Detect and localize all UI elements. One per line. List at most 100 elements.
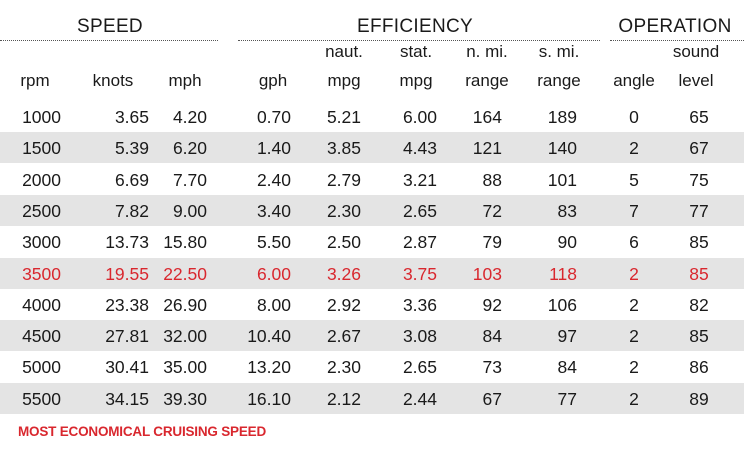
cell-stat-mpg: 3.36: [402, 294, 437, 315]
cell-mph: 35.00: [163, 357, 207, 378]
table-row: 5000 30.41 35.00 13.20 2.30 2.65 73 84 2 86: [0, 351, 744, 382]
cell-nmi-range: 73: [482, 357, 502, 378]
cell-rpm: 5500: [22, 388, 61, 409]
cell-stat-mpg: 2.87: [402, 232, 437, 253]
cell-knots: 19.55: [105, 263, 149, 284]
cell-smi-range: 189: [547, 107, 577, 127]
group-heading-efficiency: EFFICIENCY: [357, 16, 473, 37]
cell-mph: 6.20: [172, 138, 207, 159]
header-knots-line2: knots: [92, 71, 134, 90]
header-naut-mpg-line1: naut.: [325, 42, 363, 61]
cell-mph: 22.50: [163, 263, 207, 284]
cell-rpm: 5000: [22, 357, 61, 378]
cell-gph: 5.50: [256, 232, 291, 253]
cell-naut-mpg: 3.26: [326, 263, 361, 284]
header-nmi-range-line2: range: [465, 71, 509, 90]
cell-mph: 7.70: [172, 169, 207, 190]
cell-stat-mpg: 4.43: [402, 138, 437, 159]
cell-nmi-range: 121: [472, 138, 502, 159]
header-rpm-line2: rpm: [20, 71, 50, 90]
cell-rpm: 3000: [22, 232, 61, 253]
table-row: 3500 19.55 22.50 6.00 3.26 3.75 103 118 2 85: [0, 257, 744, 289]
cell-naut-mpg: 2.50: [326, 232, 361, 253]
cell-stat-mpg: 3.08: [402, 326, 437, 347]
cell-smi-range: 101: [547, 169, 577, 190]
header-mph-line2: mph: [168, 71, 202, 90]
cell-sound-level: 86: [689, 357, 709, 378]
cell-mph: 15.80: [163, 232, 207, 253]
cell-gph: 3.40: [256, 200, 291, 221]
cell-naut-mpg: 2.67: [326, 326, 361, 347]
cell-knots: 23.38: [105, 294, 149, 315]
cell-sound-level: 77: [689, 200, 709, 221]
header-gph-line2: gph: [258, 71, 288, 90]
table-row: 2000 6.69 7.70 2.40 2.79 3.21 88 101 5 75: [0, 164, 744, 195]
cell-knots: 5.39: [114, 138, 149, 159]
cell-mph: 32.00: [163, 326, 207, 347]
cell-angle: 2: [629, 388, 639, 409]
cell-smi-range: 97: [557, 326, 577, 347]
cell-gph: 8.00: [256, 294, 291, 315]
cell-rpm: 1000: [22, 107, 61, 127]
cell-nmi-range: 67: [482, 388, 502, 409]
cell-smi-range: 106: [547, 294, 577, 315]
header-sound-level-line2: level: [678, 71, 714, 90]
cell-knots: 27.81: [105, 326, 149, 347]
cell-rpm: 4500: [22, 326, 61, 347]
cell-stat-mpg: 2.44: [402, 388, 437, 409]
cell-mph: 9.00: [172, 200, 207, 221]
cell-gph: 6.00: [256, 263, 291, 284]
cell-rpm: 2500: [22, 200, 61, 221]
cell-smi-range: 83: [557, 200, 577, 221]
cell-smi-range: 77: [557, 388, 577, 409]
cell-mph: 39.30: [163, 388, 207, 409]
cell-sound-level: 85: [689, 326, 709, 347]
footnote-economical-speed: MOST ECONOMICAL CRUISING SPEED: [18, 424, 267, 439]
cell-angle: 2: [629, 263, 639, 284]
cell-nmi-range: 72: [482, 200, 502, 221]
cell-angle: 6: [629, 232, 639, 253]
cell-angle: 2: [629, 326, 639, 347]
header-smi-range-line2: range: [537, 71, 581, 90]
cell-nmi-range: 84: [482, 326, 502, 347]
cell-smi-range: 118: [549, 263, 577, 284]
cell-naut-mpg: 2.12: [326, 388, 361, 409]
cell-angle: 7: [629, 200, 639, 221]
header-angle-line2: angle: [613, 71, 655, 90]
cell-nmi-range: 88: [482, 169, 502, 190]
cell-rpm: 3500: [22, 263, 61, 284]
header-stat-mpg-line1: stat.: [399, 42, 433, 61]
cell-smi-range: 84: [557, 357, 577, 378]
cell-smi-range: 90: [557, 232, 577, 253]
cell-naut-mpg: 2.30: [326, 200, 361, 221]
cell-rpm: 1500: [22, 138, 61, 159]
cell-angle: 2: [629, 294, 639, 315]
table-row: 3000 13.73 15.80 5.50 2.50 2.87 79 90 6 85: [0, 226, 744, 257]
cell-angle: 0: [629, 107, 639, 127]
cell-knots: 30.41: [105, 357, 149, 378]
cell-knots: 7.82: [114, 200, 149, 221]
cell-angle: 5: [629, 169, 639, 190]
table-row: 5500 34.15 39.30 16.10 2.12 2.44 67 77 2 89: [0, 382, 744, 414]
cell-sound-level: 75: [689, 169, 709, 190]
cell-gph: 2.40: [256, 169, 291, 190]
table-row: 1000 3.65 4.20 0.70 5.21 6.00 164 189 0 65: [0, 101, 744, 132]
group-heading-speed: SPEED: [77, 16, 143, 37]
cell-naut-mpg: 3.85: [326, 138, 361, 159]
cell-knots: 34.15: [105, 388, 149, 409]
cell-gph: 13.20: [247, 357, 291, 378]
cell-smi-range: 140: [547, 138, 577, 159]
cell-nmi-range: 79: [482, 232, 502, 253]
cell-mph: 26.90: [163, 294, 207, 315]
cell-rpm: 4000: [22, 294, 61, 315]
header-nmi-range-line1: n. mi.: [466, 42, 508, 61]
cell-angle: 2: [629, 138, 639, 159]
efficiency-divider: [238, 40, 600, 41]
cell-mph: 4.20: [172, 107, 207, 127]
cell-sound-level: 65: [689, 107, 709, 127]
cell-rpm: 2000: [22, 169, 61, 190]
cell-gph: 10.40: [247, 326, 291, 347]
cell-stat-mpg: 3.21: [402, 169, 437, 190]
cell-nmi-range: 103: [472, 263, 502, 284]
cell-sound-level: 82: [689, 294, 709, 315]
